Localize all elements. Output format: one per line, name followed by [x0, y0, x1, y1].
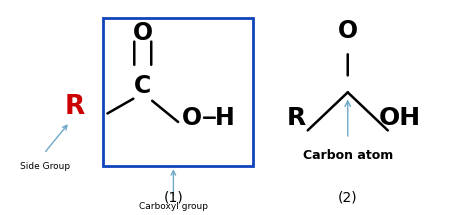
Text: R: R: [286, 106, 306, 130]
Text: C: C: [134, 74, 151, 98]
Text: O: O: [133, 21, 153, 45]
Text: O: O: [337, 19, 358, 43]
Text: H: H: [215, 106, 235, 130]
Bar: [103, 18, 254, 166]
Text: OH: OH: [379, 106, 420, 130]
Text: Carbon atom: Carbon atom: [302, 149, 393, 163]
Text: R: R: [64, 94, 84, 120]
Text: (1): (1): [164, 190, 183, 204]
Text: Side Group: Side Group: [20, 162, 70, 171]
Text: (2): (2): [338, 190, 357, 204]
Text: O: O: [182, 106, 202, 130]
Text: Carboxyl group: Carboxyl group: [139, 202, 208, 211]
